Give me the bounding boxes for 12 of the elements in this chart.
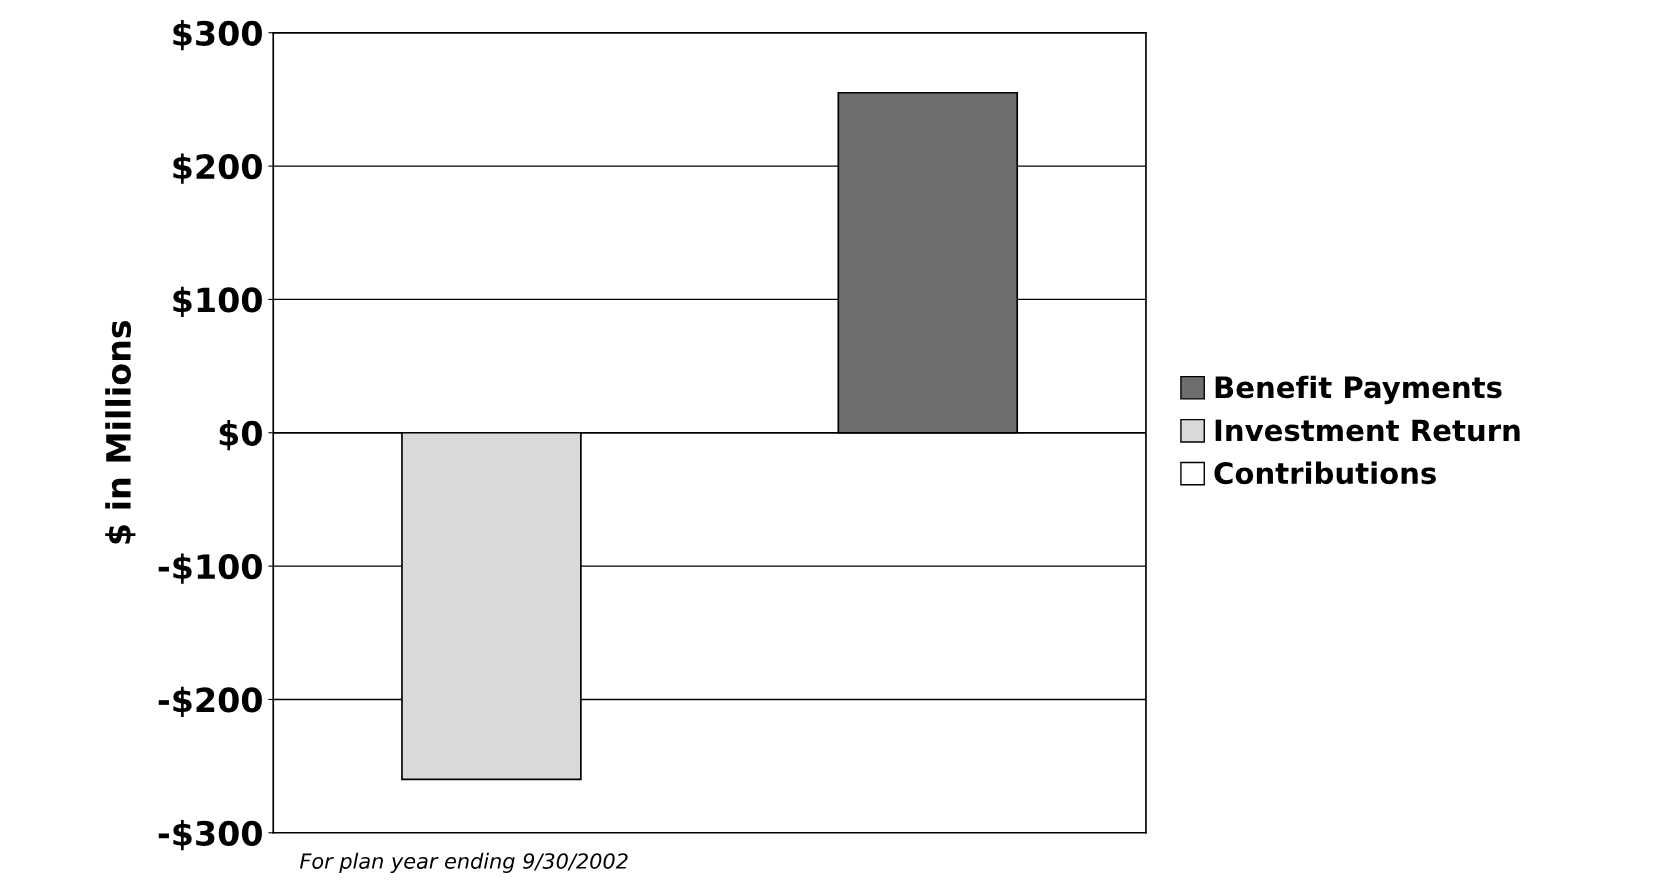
y-axis-title: $ in Millions (105, 320, 136, 544)
y-tick-label: -$300 (158, 820, 262, 851)
legend-label: Contributions (1214, 461, 1436, 485)
y-tick-label: -$100 (158, 553, 262, 584)
y-tick-label: -$200 (158, 686, 262, 718)
legend-label: Benefit Payments (1215, 375, 1502, 405)
text: For plan year ending 9/30/2002 (299, 852, 628, 873)
y-tick-label: $300 (173, 20, 262, 51)
legend-label: Investment Return (1215, 419, 1520, 442)
y-tick-label: $0 (219, 420, 262, 451)
y-tick-label: $100 (173, 286, 262, 317)
y-tick-label: $200 (173, 153, 262, 184)
